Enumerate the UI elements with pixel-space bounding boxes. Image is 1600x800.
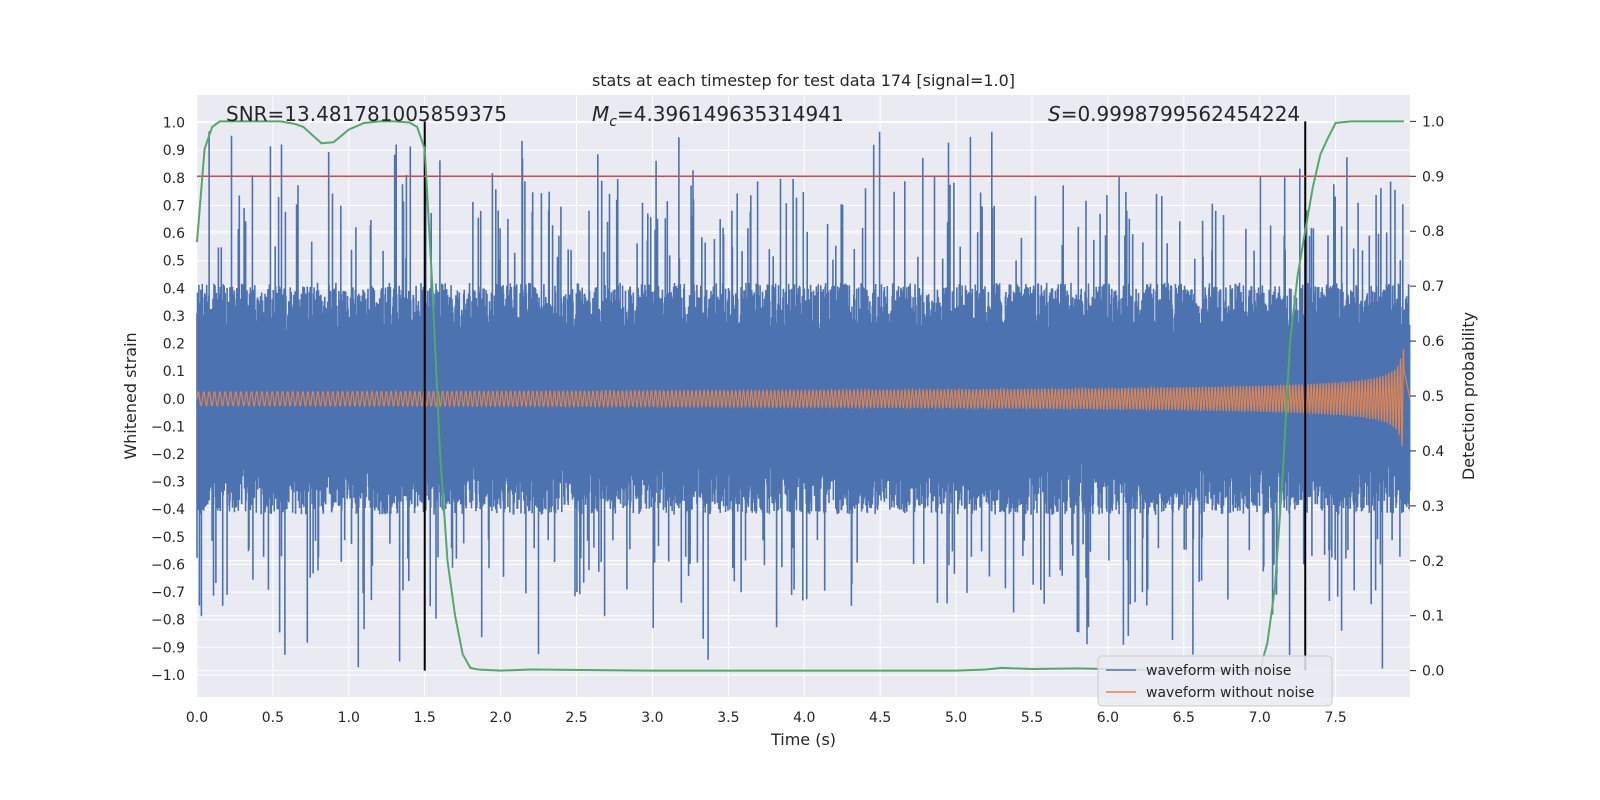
x-tick-label: 0.0 <box>186 710 208 726</box>
y-tick-label-left: −0.2 <box>151 447 185 463</box>
y-tick-label-right: 0.6 <box>1422 334 1444 350</box>
x-tick-label: 5.5 <box>1021 710 1043 726</box>
y-tick-label-left: −0.5 <box>151 530 185 546</box>
y-tick-label-left: −0.1 <box>151 419 185 435</box>
x-tick-label: 2.5 <box>565 710 587 726</box>
y-tick-label-left: 1.0 <box>163 116 185 132</box>
x-tick-label: 4.0 <box>793 710 815 726</box>
y-tick-label-left: −1.0 <box>151 668 185 684</box>
mc-value: =4.396149635314941 <box>617 102 844 126</box>
x-tick-label: 4.5 <box>869 710 891 726</box>
vertical-markers <box>423 121 1307 671</box>
y-tick-label-left: −0.9 <box>151 640 185 656</box>
y-tick-label-right: 0.1 <box>1422 609 1444 625</box>
x-tick-label: 6.0 <box>1097 710 1119 726</box>
x-axis-label: Time (s) <box>770 730 836 749</box>
s-value: =0.9998799562454224 <box>1061 102 1300 126</box>
y-tick-label-right: 0.2 <box>1422 554 1444 570</box>
snr-annotation: SNR=13.481781005859375 <box>226 102 507 126</box>
y-axis-label-right: Detection probability <box>1459 312 1478 480</box>
y-tick-label-left: −0.3 <box>151 475 185 491</box>
x-tick-label: 0.5 <box>262 710 284 726</box>
noise-trace <box>196 131 1411 669</box>
y-tick-label-left: 0.9 <box>163 143 185 159</box>
x-tick-label: 7.0 <box>1249 710 1271 726</box>
y-tick-label-left: 0.4 <box>163 281 185 297</box>
probability-trace <box>196 120 1404 672</box>
x-tick-label: 1.0 <box>338 710 360 726</box>
legend-box <box>1097 655 1333 707</box>
x-tick-label: 7.5 <box>1324 710 1346 726</box>
y-tick-label-left: −0.6 <box>151 557 185 573</box>
series-waveform-without-noise <box>196 348 1411 447</box>
y-tick-label-right: 0.0 <box>1422 664 1444 680</box>
y-tick-label-left: 0.6 <box>163 226 185 242</box>
ticks: 0.0 0.5 1.0 1.5 2.0 2.5 3.0 3.5 4.0 4.5 5.0 5.5 6.0 6… <box>151 114 1444 726</box>
mc-subscript: c <box>609 114 617 130</box>
chart-title: stats at each timestep for test data 174… <box>592 71 1015 90</box>
series-waveform-with-noise <box>196 131 1411 669</box>
y-tick-label-right: 0.9 <box>1422 169 1444 185</box>
x-tick-label: 6.5 <box>1173 710 1195 726</box>
s-symbol: S <box>1048 102 1061 126</box>
legend-label-clean: waveform without noise <box>1146 685 1314 701</box>
y-tick-label-left: 0.2 <box>163 337 185 353</box>
y-tick-label-right: 0.8 <box>1422 224 1444 240</box>
y-tick-label-left: −0.8 <box>151 613 185 629</box>
y-tick-label-left: −0.4 <box>151 502 185 518</box>
y-tick-label-left: 0.3 <box>163 309 185 325</box>
y-tick-label-left: 0.5 <box>163 254 185 270</box>
series-detection-probability <box>196 120 1404 672</box>
y-tick-label-left: 0.0 <box>163 392 185 408</box>
x-tick-label: 5.0 <box>945 710 967 726</box>
x-tick-label: 3.5 <box>717 710 739 726</box>
y-tick-label-right: 0.3 <box>1422 499 1444 515</box>
y-tick-label-left: −0.7 <box>151 585 185 601</box>
y-tick-label-right: 0.7 <box>1422 279 1444 295</box>
mc-symbol: M <box>592 102 609 126</box>
score-annotation: S=0.9998799562454224 <box>1048 102 1300 126</box>
x-tick-label: 3.0 <box>641 710 663 726</box>
y-tick-label-right: 0.5 <box>1422 389 1444 405</box>
chirp-mass-annotation: Mc=4.396149635314941 <box>592 102 844 130</box>
legend-label-noise: waveform with noise <box>1146 663 1291 679</box>
y-tick-label-left: 0.7 <box>163 198 185 214</box>
y-tick-label-right: 0.4 <box>1422 444 1444 460</box>
y-tick-label-right: 1.0 <box>1422 114 1444 130</box>
x-tick-label: 1.5 <box>414 710 436 726</box>
y-tick-label-left: 0.8 <box>163 171 185 187</box>
legend: waveform with noise waveform without noi… <box>1097 655 1333 707</box>
chirp-trace <box>196 348 1411 447</box>
y-axis-label-left: Whitened strain <box>121 332 140 459</box>
x-tick-label: 2.0 <box>489 710 511 726</box>
y-tick-label-left: 0.1 <box>163 364 185 380</box>
